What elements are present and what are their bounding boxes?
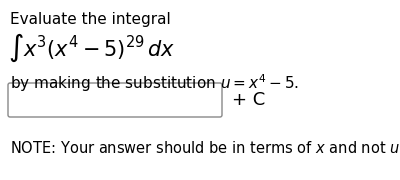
FancyBboxPatch shape (8, 83, 222, 117)
Text: by making the substitution $u = x^4 - 5.$: by making the substitution $u = x^4 - 5.… (10, 72, 299, 94)
Text: NOTE: Your answer should be in terms of $x$ and not $u$.: NOTE: Your answer should be in terms of … (10, 140, 400, 156)
Text: Evaluate the integral: Evaluate the integral (10, 12, 171, 27)
Text: + C: + C (232, 91, 265, 109)
Text: $\int x^3(x^4-5)^{29}\,dx$: $\int x^3(x^4-5)^{29}\,dx$ (8, 32, 175, 64)
